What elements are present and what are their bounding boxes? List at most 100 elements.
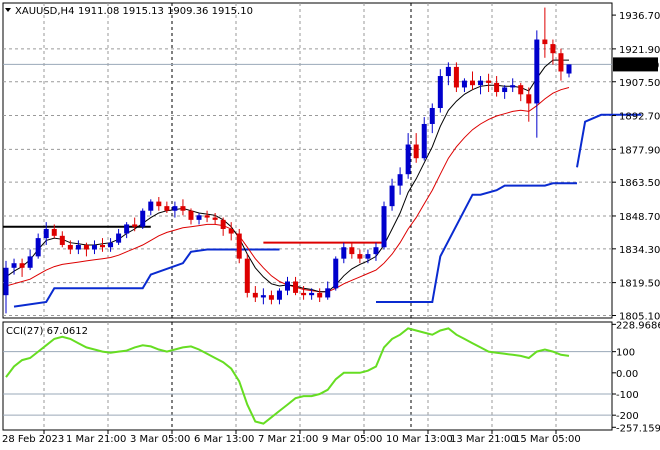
candle-down <box>558 48 564 81</box>
candle-body <box>212 217 218 220</box>
candle-body <box>3 267 9 296</box>
candle-body <box>461 80 467 88</box>
price-tick-label: 1834.30 <box>619 245 660 256</box>
candle-up <box>373 242 379 261</box>
candle-down <box>236 228 242 264</box>
symbol-label: XAUUSD,H4 <box>15 6 74 17</box>
candle-body <box>100 244 106 248</box>
candle-body <box>132 224 138 227</box>
candle-down <box>83 242 89 257</box>
candle-body <box>317 292 323 298</box>
candle-up <box>333 256 339 291</box>
candle-body <box>244 258 250 293</box>
cci-tick-label: -100 <box>616 390 639 401</box>
candle-up <box>341 242 347 264</box>
candle-body <box>502 87 508 93</box>
candle-body <box>11 263 17 268</box>
candle-up <box>140 208 146 229</box>
candle-down <box>268 290 274 305</box>
trailing-stop-line <box>376 182 577 303</box>
candle-body <box>204 215 210 218</box>
price-tick-label: 1936.70 <box>619 11 660 22</box>
candle-body <box>413 144 419 159</box>
candle-down <box>180 199 186 216</box>
candle-body <box>437 76 443 108</box>
candle-down <box>494 76 500 97</box>
candle-up <box>27 249 33 271</box>
time-tick-label: 7 Mar 21:00 <box>258 434 318 445</box>
candle-body <box>526 94 532 104</box>
candle-body <box>453 66 459 88</box>
candle-up <box>35 233 41 259</box>
candle-up <box>260 288 266 305</box>
candle-body <box>405 144 411 175</box>
candle-up <box>11 258 17 275</box>
candle-down <box>156 197 162 211</box>
current-price-tag <box>613 57 658 72</box>
candle-up <box>566 64 572 78</box>
cci-tick-label: 228.9686 <box>616 320 660 331</box>
candle-up <box>429 103 435 134</box>
candle-up <box>437 69 443 113</box>
price-tick-label: 1921.90 <box>619 45 660 56</box>
candle-down <box>486 73 492 93</box>
candle-up <box>478 76 484 95</box>
candle-up <box>397 167 403 195</box>
candle-down <box>244 254 250 298</box>
cci-series <box>3 327 612 425</box>
time-axis: 28 Feb 2023 1 Mar 21:00 3 Mar 05:00 6 Mar 1… <box>2 430 581 445</box>
candle-body <box>301 292 307 296</box>
candle-down <box>301 286 307 300</box>
candle-up <box>148 199 154 216</box>
time-tick-label: 1 Mar 21:00 <box>66 434 126 445</box>
candle-up <box>502 85 508 99</box>
candle-body <box>325 288 331 298</box>
candle-up <box>389 178 395 211</box>
candle-body <box>220 219 226 229</box>
candle-body <box>67 244 73 250</box>
candle-body <box>510 85 516 88</box>
candle-body <box>445 66 451 77</box>
candle-down <box>357 249 363 264</box>
candle-body <box>236 233 242 259</box>
candle-body <box>91 244 97 250</box>
candle-up <box>91 240 97 255</box>
candle-down <box>317 288 323 303</box>
candle-down <box>526 87 532 122</box>
candle-down <box>67 240 73 255</box>
candle-body <box>196 215 202 220</box>
candle-body <box>108 242 114 248</box>
chart-frame <box>2 2 613 431</box>
cci-tick-label: 0.00 <box>616 369 638 380</box>
candle-body <box>542 39 548 45</box>
candle-body <box>309 292 315 296</box>
time-tick-label: 28 Feb 2023 <box>2 434 64 445</box>
cci-tick-label: 100 <box>616 348 635 359</box>
price-tick-label: 1907.50 <box>619 78 660 89</box>
candle-body <box>421 123 427 159</box>
trailing-stop-line <box>576 113 642 168</box>
candle-down <box>188 208 194 225</box>
candle-down <box>518 82 524 102</box>
candle-up <box>116 228 122 245</box>
candle-body <box>124 224 130 234</box>
header: XAUUSD,H4 1911.08 1915.13 1909.36 1915.1… <box>5 6 253 17</box>
time-tick-label: 15 Mar 05:00 <box>514 434 581 445</box>
candle-down <box>252 286 258 303</box>
price-tick-label: 1819.50 <box>619 279 660 290</box>
candle-body <box>252 292 258 298</box>
cci-tick-label: -200 <box>616 411 639 422</box>
candle-body <box>486 80 492 83</box>
current-price-label: 1915.10 <box>618 60 659 71</box>
main-panel-border <box>2 2 613 319</box>
candle-body <box>534 39 540 104</box>
candle-down <box>349 242 355 259</box>
collapse-triangle-icon[interactable] <box>5 8 11 12</box>
candle-up <box>405 133 411 179</box>
candle-body <box>357 254 363 259</box>
candle-down <box>132 217 138 232</box>
candle-body <box>156 201 162 207</box>
candle-down <box>51 224 57 239</box>
candle-body <box>389 185 395 207</box>
